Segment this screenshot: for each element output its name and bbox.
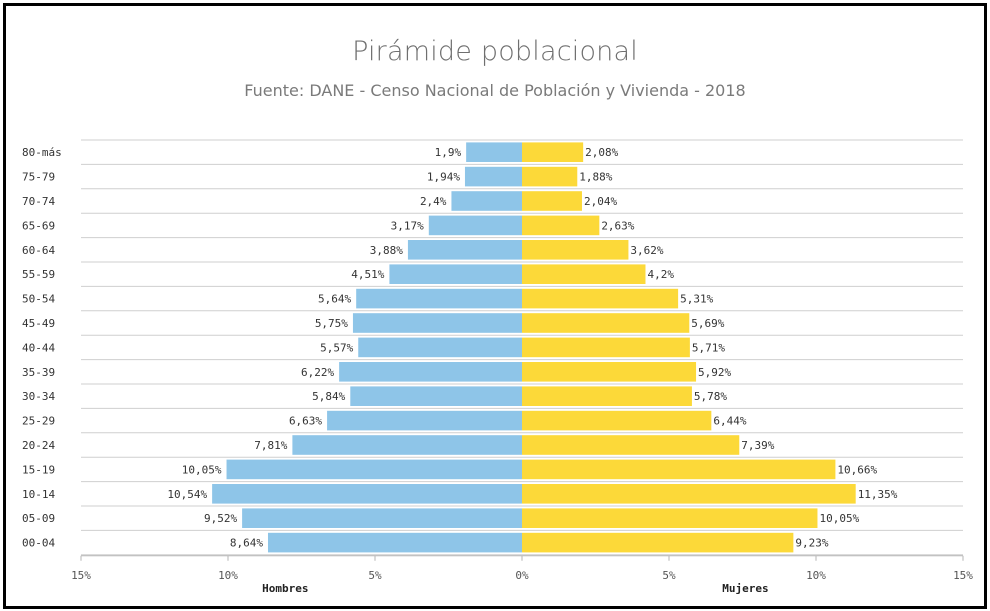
value-label-hombres: 8,64% <box>230 537 263 550</box>
bar-hombres <box>464 166 522 187</box>
bar-hombres <box>242 508 522 528</box>
age-group-label: 45-49 <box>22 317 55 330</box>
value-label-mujeres: 4,2% <box>647 268 674 281</box>
value-label-hombres: 4,51% <box>351 268 384 281</box>
bar-hombres <box>407 240 522 260</box>
bar-hombres <box>226 459 522 480</box>
value-label-mujeres: 5,71% <box>692 341 725 354</box>
bar-mujeres <box>522 435 740 455</box>
bar-hombres <box>352 313 522 333</box>
chart-frame: Pirámide poblacional Fuente: DANE - Cens… <box>3 3 987 609</box>
value-label-mujeres: 7,39% <box>741 439 774 452</box>
value-label-hombres: 5,57% <box>320 341 353 354</box>
age-group-label: 15-19 <box>22 463 55 476</box>
bar-hombres <box>267 532 522 553</box>
bar-hombres <box>339 362 522 382</box>
value-label-mujeres: 5,92% <box>698 366 731 379</box>
value-label-mujeres: 3,62% <box>630 244 663 257</box>
age-group-label: 05-09 <box>22 512 55 525</box>
bar-hombres <box>358 337 522 358</box>
age-group-label: 30-34 <box>22 390 55 403</box>
value-label-mujeres: 1,88% <box>579 171 612 184</box>
age-group-label: 25-29 <box>22 415 55 428</box>
x-tick-label: 0% <box>515 569 529 582</box>
value-label-hombres: 10,54% <box>167 488 207 501</box>
bar-mujeres <box>522 410 712 431</box>
value-label-mujeres: 9,23% <box>795 537 828 550</box>
bar-mujeres <box>522 459 836 480</box>
x-tick-label: 15% <box>953 569 973 582</box>
bar-mujeres <box>522 508 818 528</box>
value-label-mujeres: 6,44% <box>713 415 746 428</box>
x-tick-label: 5% <box>662 569 676 582</box>
bar-mujeres <box>522 386 692 406</box>
value-label-hombres: 3,17% <box>391 219 424 232</box>
bar-mujeres <box>522 142 584 162</box>
bar-mujeres <box>522 191 582 211</box>
bar-hombres <box>350 386 522 406</box>
value-label-hombres: 6,63% <box>289 415 322 428</box>
bar-hombres <box>212 484 522 504</box>
value-label-mujeres: 2,08% <box>585 146 618 159</box>
bar-mujeres <box>522 532 794 553</box>
bar-mujeres <box>522 166 578 187</box>
value-label-hombres: 1,9% <box>435 146 462 159</box>
series-label-mujeres: Mujeres <box>722 582 768 595</box>
value-label-hombres: 1,94% <box>427 171 460 184</box>
bar-mujeres <box>522 240 629 260</box>
x-tick-label: 10% <box>218 569 238 582</box>
bar-hombres <box>327 410 522 431</box>
bar-mujeres <box>522 288 679 309</box>
value-label-hombres: 10,05% <box>182 463 222 476</box>
age-group-label: 20-24 <box>22 439 55 452</box>
bar-hombres <box>466 142 522 162</box>
age-group-label: 55-59 <box>22 268 55 281</box>
population-pyramid-chart: 80-más 1,9% 2,08% 75-79 1,94% 1,88% 70-74 2,4% 2… <box>22 139 973 595</box>
age-group-label: 40-44 <box>22 341 55 354</box>
value-label-hombres: 3,88% <box>370 244 403 257</box>
age-group-label: 75-79 <box>22 171 55 184</box>
age-group-label: 65-69 <box>22 219 55 232</box>
age-group-label: 00-04 <box>22 537 55 550</box>
bar-mujeres <box>522 215 600 236</box>
chart-title: Pirámide poblacional <box>352 36 638 67</box>
value-label-hombres: 5,84% <box>312 390 345 403</box>
series-label-hombres: Hombres <box>262 582 308 595</box>
bar-mujeres <box>522 337 690 358</box>
value-label-hombres: 2,4% <box>420 195 447 208</box>
x-tick-label: 5% <box>368 569 382 582</box>
value-label-mujeres: 5,31% <box>680 293 713 306</box>
bar-hombres <box>451 191 522 211</box>
age-group-label: 70-74 <box>22 195 55 208</box>
x-tick-label: 10% <box>806 569 826 582</box>
value-label-mujeres: 5,69% <box>691 317 724 330</box>
bar-mujeres <box>522 484 856 504</box>
value-label-hombres: 9,52% <box>204 512 237 525</box>
bar-hombres <box>428 215 522 236</box>
value-label-mujeres: 2,04% <box>584 195 617 208</box>
value-label-hombres: 6,22% <box>301 366 334 379</box>
bar-hombres <box>389 264 522 284</box>
value-label-mujeres: 2,63% <box>601 219 634 232</box>
age-group-label: 80-más <box>22 146 62 159</box>
chart-subtitle: Fuente: DANE - Censo Nacional de Poblaci… <box>244 81 746 100</box>
age-group-label: 50-54 <box>22 293 55 306</box>
value-label-mujeres: 10,05% <box>819 512 859 525</box>
bar-mujeres <box>522 362 697 382</box>
value-label-hombres: 5,75% <box>315 317 348 330</box>
value-label-mujeres: 11,35% <box>858 488 898 501</box>
age-group-label: 10-14 <box>22 488 55 501</box>
age-group-label: 60-64 <box>22 244 55 257</box>
x-tick-label: 15% <box>71 569 91 582</box>
value-label-mujeres: 5,78% <box>694 390 727 403</box>
bar-hombres <box>356 288 522 309</box>
value-label-hombres: 7,81% <box>254 439 287 452</box>
bar-mujeres <box>522 264 646 284</box>
value-label-hombres: 5,64% <box>318 293 351 306</box>
bar-hombres <box>292 435 522 455</box>
value-label-mujeres: 10,66% <box>837 463 877 476</box>
bar-mujeres <box>522 313 690 333</box>
age-group-label: 35-39 <box>22 366 55 379</box>
